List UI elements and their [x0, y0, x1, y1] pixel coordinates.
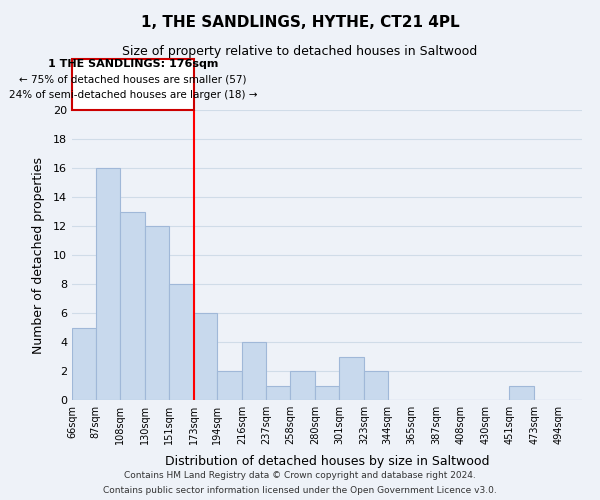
Text: Contains HM Land Registry data © Crown copyright and database right 2024.: Contains HM Land Registry data © Crown c… — [124, 471, 476, 480]
Bar — [72, 59, 194, 110]
Text: 1, THE SANDLINGS, HYTHE, CT21 4PL: 1, THE SANDLINGS, HYTHE, CT21 4PL — [140, 15, 460, 30]
Bar — [509, 386, 534, 400]
Text: Contains public sector information licensed under the Open Government Licence v3: Contains public sector information licen… — [103, 486, 497, 495]
Bar — [217, 371, 242, 400]
Bar — [120, 212, 145, 400]
Bar — [242, 342, 266, 400]
X-axis label: Distribution of detached houses by size in Saltwood: Distribution of detached houses by size … — [165, 456, 489, 468]
Bar — [266, 386, 290, 400]
Y-axis label: Number of detached properties: Number of detached properties — [32, 156, 44, 354]
Bar — [96, 168, 120, 400]
Text: 1 THE SANDLINGS: 176sqm: 1 THE SANDLINGS: 176sqm — [47, 58, 218, 68]
Text: Size of property relative to detached houses in Saltwood: Size of property relative to detached ho… — [122, 45, 478, 58]
Bar — [364, 371, 388, 400]
Bar — [339, 356, 364, 400]
Bar — [72, 328, 96, 400]
Bar — [290, 371, 315, 400]
Bar — [194, 313, 217, 400]
Bar — [145, 226, 169, 400]
Text: ← 75% of detached houses are smaller (57): ← 75% of detached houses are smaller (57… — [19, 74, 247, 85]
Bar — [315, 386, 339, 400]
Text: 24% of semi-detached houses are larger (18) →: 24% of semi-detached houses are larger (… — [8, 90, 257, 101]
Bar — [169, 284, 194, 400]
